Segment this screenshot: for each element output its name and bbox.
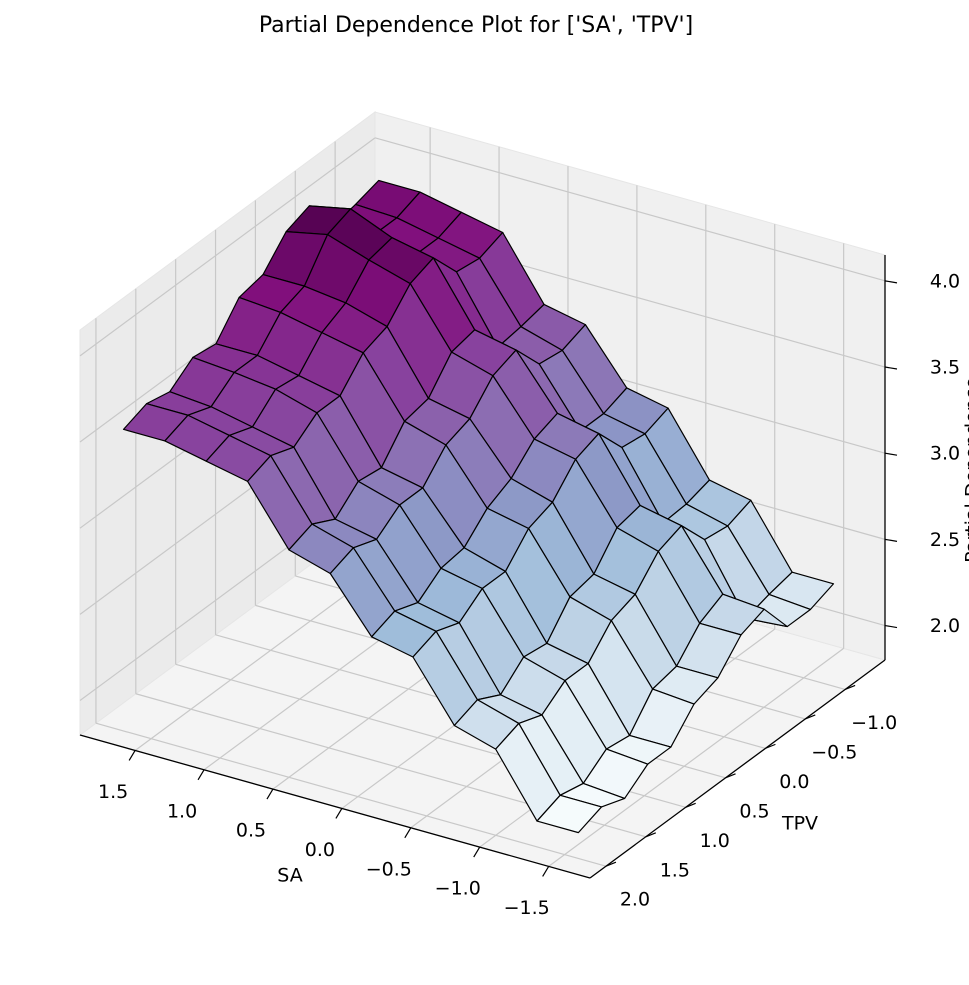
x-tick-label: 0.5 xyxy=(236,820,266,842)
grid-line xyxy=(95,722,607,867)
x-tick-label: 1.0 xyxy=(167,800,197,822)
x-tick-label: 1.5 xyxy=(98,781,128,803)
y-axis-label: TPV xyxy=(781,813,818,835)
y-tick-label: 1.0 xyxy=(700,830,730,852)
x-tick-label: −1.5 xyxy=(504,897,550,919)
y-tick-label: 2.0 xyxy=(620,889,650,911)
z-tick xyxy=(884,452,898,456)
y-tick-label: 0.5 xyxy=(739,800,769,822)
z-tick-label: 3.0 xyxy=(930,443,960,465)
grid-line xyxy=(548,647,845,867)
y-tick-label: 1.5 xyxy=(660,859,690,881)
surface-patch xyxy=(536,794,603,834)
x-tick-label: −0.5 xyxy=(366,858,412,880)
z-tick xyxy=(884,280,898,284)
x-tick xyxy=(473,846,481,858)
x-tick-label: −1.0 xyxy=(435,878,481,900)
y-tick-label: 0.0 xyxy=(779,771,809,793)
x-tick xyxy=(197,769,205,781)
y-tick-label: −0.5 xyxy=(811,741,857,763)
grid-line xyxy=(79,137,376,357)
x-axis-label: SA xyxy=(277,865,302,887)
x-tick xyxy=(335,808,343,819)
z-tick xyxy=(884,624,898,629)
y-tick-label: −1.0 xyxy=(851,712,897,734)
chart-title: Partial Dependence Plot for ['SA', 'TPV'… xyxy=(259,13,693,38)
x-axis-line xyxy=(79,734,591,879)
grid-line xyxy=(374,137,886,282)
x-tick-label: 0.0 xyxy=(305,839,335,861)
z-tick-label: 3.5 xyxy=(930,357,960,379)
z-tick-label: 2.5 xyxy=(930,529,960,551)
x-tick xyxy=(404,827,412,839)
z-tick xyxy=(884,366,898,370)
x-tick xyxy=(128,750,136,761)
x-tick xyxy=(266,788,274,800)
y-axis-line xyxy=(589,659,886,879)
z-tick xyxy=(884,538,898,542)
z-axis-label: Partial Dependence xyxy=(962,377,969,563)
x-tick xyxy=(542,866,550,877)
z-tick-label: 2.0 xyxy=(930,615,960,637)
z-tick-label: 4.0 xyxy=(930,270,960,292)
surface xyxy=(122,179,835,834)
